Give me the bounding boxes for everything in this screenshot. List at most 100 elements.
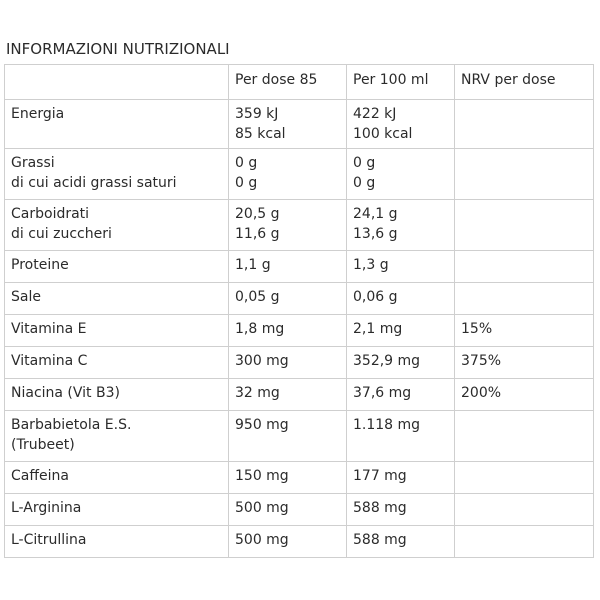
table-row: L-Arginina 500 mg 588 mg: [4, 493, 594, 526]
nrv-cell: 375%: [454, 346, 594, 379]
nutrient-name-cell: Vitamina E: [4, 314, 229, 347]
cell-text-line: 500 mg: [235, 500, 289, 516]
cell-text-line: 0,05 g: [235, 289, 280, 305]
nrv-cell: [454, 250, 594, 283]
header-cell-per-100ml: Per 100 ml: [346, 64, 455, 100]
nrv-cell: [454, 199, 594, 251]
cell-text-line: Sale: [11, 289, 41, 305]
cell-text-line: 37,6 mg: [353, 385, 412, 401]
nutrient-name-cell: Caffeina: [4, 461, 229, 494]
nrv-cell: [454, 148, 594, 200]
per-dose-cell: 359 kJ 85 kcal: [228, 99, 347, 149]
cell-text-line: 0,06 g: [353, 289, 398, 305]
per-dose-cell: 32 mg: [228, 378, 347, 411]
per-dose-cell: 20,5 g 11,6 g: [228, 199, 347, 251]
per-dose-cell: 0,05 g: [228, 282, 347, 315]
cell-text-line: Proteine: [11, 257, 69, 273]
cell-text-line: 0 g: [353, 155, 376, 171]
per-100ml-cell: 422 kJ 100 kcal: [346, 99, 455, 149]
cell-text-line: 375%: [461, 353, 502, 369]
nutrient-name-cell: Vitamina C: [4, 346, 229, 379]
page-title: INFORMAZIONI NUTRIZIONALI: [6, 40, 230, 58]
table-row: Barbabietola E.S. (Trubeet) 950 mg 1.118 mg: [4, 410, 594, 462]
cell-text-line: 359 kJ: [235, 106, 279, 122]
cell-text-line: Carboidrati: [11, 206, 90, 222]
table-row: Niacina (Vit B3) 32 mg 37,6 mg 200%: [4, 378, 594, 411]
nutrient-name-cell: Carboidrati di cui zuccheri: [4, 199, 229, 251]
nutrient-name-cell: L-Arginina: [4, 493, 229, 526]
nrv-cell: 15%: [454, 314, 594, 347]
table-row: L-Citrullina 500 mg 588 mg: [4, 525, 594, 558]
nrv-cell: [454, 525, 594, 558]
cell-text-line: 177 mg: [353, 468, 407, 484]
cell-text-line: 150 mg: [235, 468, 289, 484]
nrv-cell: [454, 461, 594, 494]
cell-text-line: 100 kcal: [353, 126, 413, 142]
cell-text-line: Caffeina: [11, 468, 69, 484]
per-100ml-cell: 177 mg: [346, 461, 455, 494]
cell-text-line: L-Citrullina: [11, 532, 87, 548]
cell-text-line: di cui acidi grassi saturi: [11, 175, 177, 191]
table-row: Carboidrati di cui zuccheri 20,5 g 11,6 g 24…: [4, 199, 594, 251]
cell-text-line: Energia: [11, 106, 65, 122]
cell-text-line: 11,6 g: [235, 226, 280, 242]
per-100ml-cell: 1.118 mg: [346, 410, 455, 462]
per-dose-cell: 150 mg: [228, 461, 347, 494]
nrv-cell: [454, 99, 594, 149]
cell-text-line: 85 kcal: [235, 126, 286, 142]
cell-text-line: 0 g: [235, 175, 258, 191]
header-cell-per-dose: Per dose 85: [228, 64, 347, 100]
cell-text-line: 500 mg: [235, 532, 289, 548]
nutrition-table: Per dose 85 Per 100 ml NRV per dose Ener…: [4, 64, 594, 558]
per-100ml-cell: 588 mg: [346, 493, 455, 526]
cell-text-line: 20,5 g: [235, 206, 280, 222]
table-row: Proteine 1,1 g 1,3 g: [4, 250, 594, 283]
nutrient-name-cell: Grassi di cui acidi grassi saturi: [4, 148, 229, 200]
header-cell-nrv: NRV per dose: [454, 64, 594, 100]
cell-text-line: 1,1 g: [235, 257, 271, 273]
cell-text-line: 32 mg: [235, 385, 280, 401]
per-100ml-cell: 37,6 mg: [346, 378, 455, 411]
cell-text-line: Niacina (Vit B3): [11, 385, 120, 401]
per-100ml-cell: 0,06 g: [346, 282, 455, 315]
cell-text-line: 2,1 mg: [353, 321, 403, 337]
cell-text-line: Vitamina C: [11, 353, 88, 369]
cell-text-line: 422 kJ: [353, 106, 397, 122]
cell-text-line: di cui zuccheri: [11, 226, 112, 242]
cell-text-line: 352,9 mg: [353, 353, 421, 369]
nutrient-name-cell: Energia: [4, 99, 229, 149]
table-row: Vitamina C 300 mg 352,9 mg 375%: [4, 346, 594, 379]
per-dose-cell: 1,1 g: [228, 250, 347, 283]
cell-text-line: Vitamina E: [11, 321, 87, 337]
cell-text-line: 0 g: [353, 175, 376, 191]
cell-text-line: 588 mg: [353, 532, 407, 548]
cell-text-line: 1.118 mg: [353, 417, 421, 433]
per-100ml-cell: 588 mg: [346, 525, 455, 558]
cell-text-line: L-Arginina: [11, 500, 82, 516]
nutrient-name-cell: Barbabietola E.S. (Trubeet): [4, 410, 229, 462]
cell-text-line: 300 mg: [235, 353, 289, 369]
cell-text-line: 200%: [461, 385, 502, 401]
cell-text-line: Grassi: [11, 155, 55, 171]
cell-text-line: 1,8 mg: [235, 321, 285, 337]
per-dose-cell: 950 mg: [228, 410, 347, 462]
table-row: Energia 359 kJ 85 kcal 422 kJ 100 kcal: [4, 99, 594, 149]
nutrient-name-cell: Sale: [4, 282, 229, 315]
table-row: Sale 0,05 g 0,06 g: [4, 282, 594, 315]
cell-text-line: 588 mg: [353, 500, 407, 516]
cell-text-line: (Trubeet): [11, 437, 75, 453]
per-100ml-cell: 2,1 mg: [346, 314, 455, 347]
per-100ml-cell: 24,1 g 13,6 g: [346, 199, 455, 251]
nrv-cell: [454, 282, 594, 315]
header-cell-nutrient: [4, 64, 229, 100]
per-dose-cell: 500 mg: [228, 493, 347, 526]
nrv-cell: [454, 493, 594, 526]
table-row: Vitamina E 1,8 mg 2,1 mg 15%: [4, 314, 594, 347]
nutrient-name-cell: Proteine: [4, 250, 229, 283]
per-100ml-cell: 1,3 g: [346, 250, 455, 283]
cell-text-line: 15%: [461, 321, 493, 337]
cell-text-line: 950 mg: [235, 417, 289, 433]
